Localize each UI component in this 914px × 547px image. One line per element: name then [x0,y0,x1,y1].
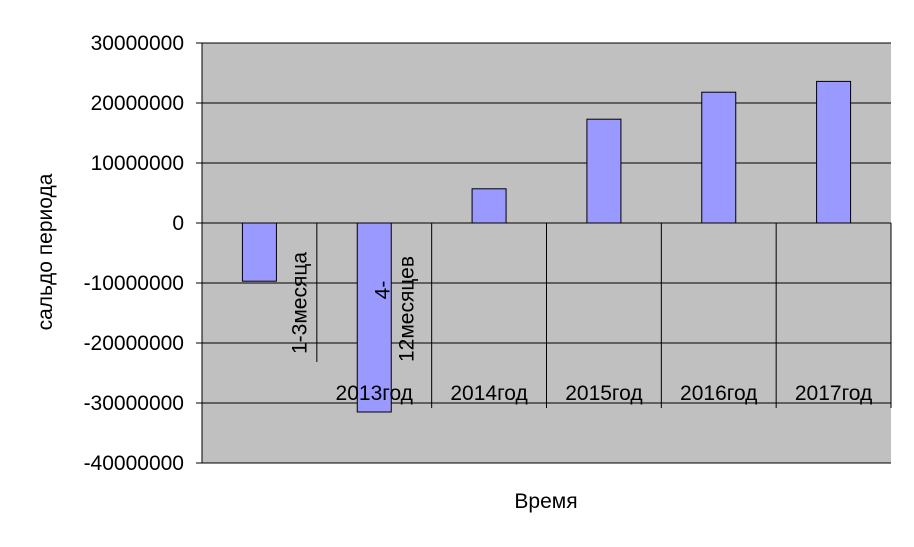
y-tick-label: 10000000 [91,152,184,175]
category-label: 2015год [565,382,642,405]
category-group-label: 2013год [336,382,413,405]
y-tick-label: -10000000 [84,272,184,295]
y-axis-title: сальдо периода [34,173,57,330]
x-axis-title: Время [514,490,577,513]
bar-0 [241,222,277,282]
y-tick-label: 20000000 [91,92,184,115]
y-tick-label: -30000000 [84,392,184,415]
category-label: 4- [371,281,394,300]
category-label: 12месяцев [395,256,418,362]
y-tick-label: -20000000 [84,332,184,355]
bar-3 [586,118,622,224]
bar-4 [701,91,737,224]
category-label: 1-3месяца [288,252,311,354]
bar-1 [356,222,392,413]
y-tick-label: 0 [172,212,184,235]
category-label: 2017год [795,382,872,405]
bars [241,80,852,413]
category-label: 2016год [680,382,757,405]
y-tick-label: -40000000 [84,452,184,475]
category-label: 2014год [450,382,527,405]
category-labels: 1-3месяца 4- 12месяцев 2013год 2014год 2015го… [288,252,872,405]
bar-5 [816,80,852,224]
category-dividers [316,223,892,408]
y-tick-label: 30000000 [91,32,184,55]
y-axis-ticks: 30000000 20000000 10000000 0 -10000000 -20000… [84,32,203,475]
bar-2 [471,188,507,224]
